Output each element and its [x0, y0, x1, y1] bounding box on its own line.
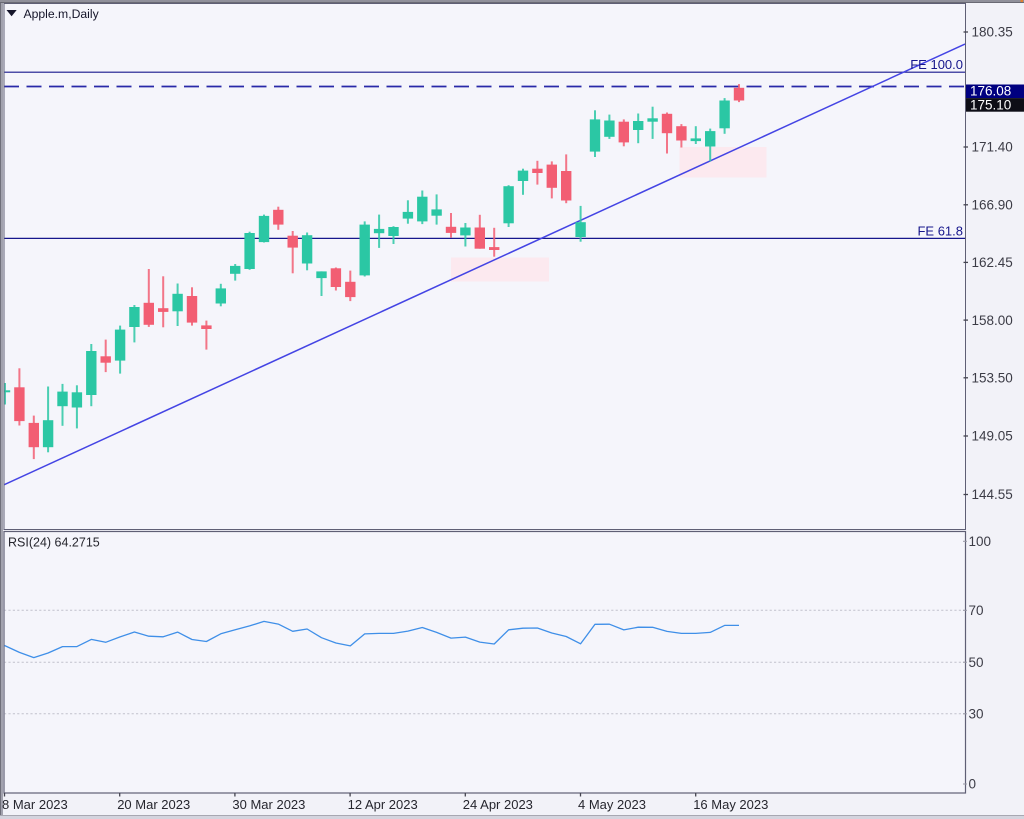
- svg-text:30: 30: [969, 707, 984, 722]
- svg-text:8 Mar 2023: 8 Mar 2023: [2, 797, 68, 812]
- svg-text:158.00: 158.00: [972, 313, 1013, 328]
- svg-text:166.90: 166.90: [972, 198, 1013, 213]
- svg-text:30 Mar 2023: 30 Mar 2023: [232, 797, 305, 812]
- svg-text:FE 61.8: FE 61.8: [917, 223, 963, 238]
- svg-text:153.50: 153.50: [972, 371, 1013, 386]
- svg-text:176.08: 176.08: [970, 84, 1011, 99]
- svg-text:70: 70: [969, 603, 984, 618]
- svg-text:180.35: 180.35: [972, 25, 1013, 40]
- svg-text:20 Mar 2023: 20 Mar 2023: [117, 797, 190, 812]
- svg-text:16 May 2023: 16 May 2023: [693, 797, 768, 812]
- svg-text:FE 100.0: FE 100.0: [910, 57, 963, 72]
- svg-text:50: 50: [969, 655, 984, 670]
- svg-text:100: 100: [969, 534, 992, 549]
- svg-text:175.10: 175.10: [970, 97, 1011, 112]
- svg-text:144.55: 144.55: [972, 487, 1013, 502]
- svg-text:24 Apr 2023: 24 Apr 2023: [463, 797, 533, 812]
- svg-text:0: 0: [969, 777, 977, 792]
- svg-text:Apple.m,Daily: Apple.m,Daily: [24, 7, 100, 21]
- svg-text:149.05: 149.05: [972, 429, 1013, 444]
- svg-text:4 May 2023: 4 May 2023: [578, 797, 646, 812]
- svg-text:171.40: 171.40: [972, 140, 1013, 155]
- svg-text:RSI(24) 64.2715: RSI(24) 64.2715: [8, 536, 100, 550]
- svg-text:162.45: 162.45: [972, 255, 1013, 270]
- svg-text:12 Apr 2023: 12 Apr 2023: [348, 797, 418, 812]
